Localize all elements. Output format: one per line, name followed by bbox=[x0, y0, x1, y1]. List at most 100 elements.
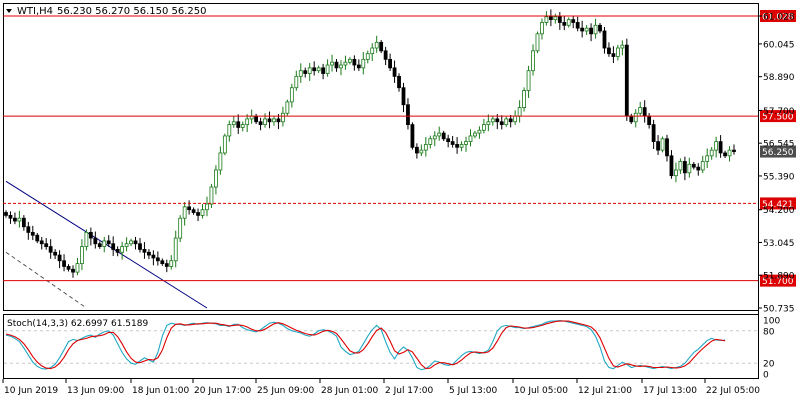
candle bbox=[267, 111, 272, 129]
candle bbox=[111, 236, 116, 256]
candle bbox=[459, 141, 464, 152]
candle bbox=[388, 53, 392, 71]
candle bbox=[191, 207, 196, 215]
stoch-tick-label: 80 bbox=[763, 327, 775, 337]
candle bbox=[718, 135, 723, 158]
candle bbox=[17, 210, 22, 228]
candle bbox=[334, 59, 339, 72]
price-tick-label: 50.735 bbox=[763, 305, 795, 315]
candle bbox=[423, 137, 428, 157]
candle bbox=[682, 156, 687, 181]
level-tag bbox=[760, 110, 796, 123]
candle bbox=[589, 23, 593, 42]
candle bbox=[495, 114, 500, 130]
candle bbox=[4, 210, 8, 218]
candle bbox=[138, 238, 142, 253]
candle bbox=[205, 196, 209, 217]
level-tag-label: 57.500 bbox=[762, 113, 794, 123]
candle bbox=[222, 133, 227, 156]
candle bbox=[307, 63, 312, 81]
candle bbox=[289, 83, 294, 108]
time-tick-label: 25 Jun 09:00 bbox=[257, 386, 314, 396]
stoch-tick-label: 0 bbox=[763, 371, 769, 381]
candle bbox=[365, 50, 370, 64]
candle bbox=[468, 129, 473, 147]
candle bbox=[455, 137, 459, 154]
level-tag-label: 61.028 bbox=[762, 13, 794, 23]
candle bbox=[356, 59, 361, 71]
candle bbox=[231, 116, 236, 128]
price-tick-label: 58.890 bbox=[763, 73, 795, 83]
candle bbox=[392, 60, 397, 83]
candle bbox=[477, 126, 482, 139]
stoch-title: Stoch(14,3,3) 62.6997 61.5189 bbox=[7, 319, 148, 329]
candle bbox=[575, 16, 580, 32]
level-tag bbox=[760, 197, 796, 210]
candle bbox=[330, 54, 334, 72]
candle bbox=[214, 165, 218, 195]
candle bbox=[499, 115, 504, 130]
candle bbox=[656, 135, 660, 155]
candle bbox=[88, 227, 93, 246]
candle bbox=[481, 118, 486, 134]
candle bbox=[580, 20, 585, 38]
candle bbox=[691, 162, 696, 170]
candle bbox=[155, 251, 160, 266]
candle bbox=[401, 82, 406, 113]
candle bbox=[124, 237, 129, 252]
symbol-label: WTI,H4 bbox=[17, 6, 53, 17]
candle bbox=[633, 109, 638, 128]
trend-line-0[interactable] bbox=[5, 180, 208, 309]
stoch-main-line bbox=[5, 319, 726, 371]
time-tick-label: 5 Jul 13:00 bbox=[449, 386, 498, 396]
candle bbox=[66, 264, 71, 272]
candles bbox=[4, 9, 736, 278]
chart-header[interactable]: WTI,H4 56.230 56.270 56.150 56.250 bbox=[6, 6, 207, 17]
trend-line-1[interactable] bbox=[5, 251, 87, 309]
candle bbox=[200, 204, 205, 219]
candle bbox=[272, 115, 276, 126]
price-tick-label: 53.045 bbox=[763, 239, 795, 249]
candle bbox=[410, 122, 415, 150]
candle bbox=[129, 238, 133, 247]
trend-lines bbox=[5, 180, 208, 309]
candle bbox=[240, 121, 245, 132]
ohlc-label: 56.230 56.270 56.150 56.250 bbox=[57, 6, 207, 17]
candle bbox=[147, 249, 151, 260]
candle bbox=[611, 46, 616, 64]
candle bbox=[464, 136, 468, 152]
candle bbox=[522, 87, 526, 112]
candle bbox=[397, 73, 401, 92]
candle bbox=[13, 212, 17, 225]
triangle-down-icon[interactable] bbox=[6, 9, 12, 13]
candle bbox=[620, 40, 625, 56]
candle bbox=[665, 134, 669, 162]
candle bbox=[254, 113, 259, 125]
candle bbox=[513, 110, 518, 125]
candle bbox=[298, 63, 303, 83]
candle bbox=[370, 43, 375, 62]
price-axis: 61.028 60.045 58.890 57.700 56.545 55.390 54.2… bbox=[758, 13, 795, 315]
candle bbox=[249, 109, 254, 124]
candle bbox=[236, 114, 241, 134]
candle bbox=[432, 131, 437, 147]
candle bbox=[700, 155, 705, 174]
candle bbox=[406, 98, 410, 130]
candle bbox=[642, 100, 647, 123]
candle bbox=[71, 265, 75, 278]
candle bbox=[151, 250, 156, 266]
stoch-tick-label: 20 bbox=[763, 360, 775, 370]
candle bbox=[348, 57, 352, 65]
candle bbox=[553, 13, 558, 24]
candle bbox=[258, 117, 263, 131]
candle bbox=[21, 215, 26, 231]
candle bbox=[106, 235, 111, 247]
candle bbox=[531, 44, 535, 76]
candle bbox=[647, 112, 652, 129]
candle bbox=[160, 258, 165, 266]
candle bbox=[169, 255, 174, 270]
price-tick-label: 51.890 bbox=[763, 272, 795, 282]
price-tick-label: 57.700 bbox=[763, 107, 795, 117]
